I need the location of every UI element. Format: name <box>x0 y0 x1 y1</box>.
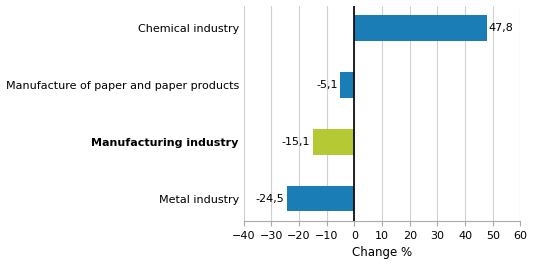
Text: 47,8: 47,8 <box>489 23 514 33</box>
Bar <box>354 15 487 41</box>
Text: -15,1: -15,1 <box>282 137 310 147</box>
X-axis label: Change %: Change % <box>352 246 412 259</box>
Bar <box>287 186 354 211</box>
Text: -24,5: -24,5 <box>256 194 284 204</box>
Bar <box>340 72 354 98</box>
Bar <box>312 129 354 154</box>
Text: -5,1: -5,1 <box>317 80 338 90</box>
